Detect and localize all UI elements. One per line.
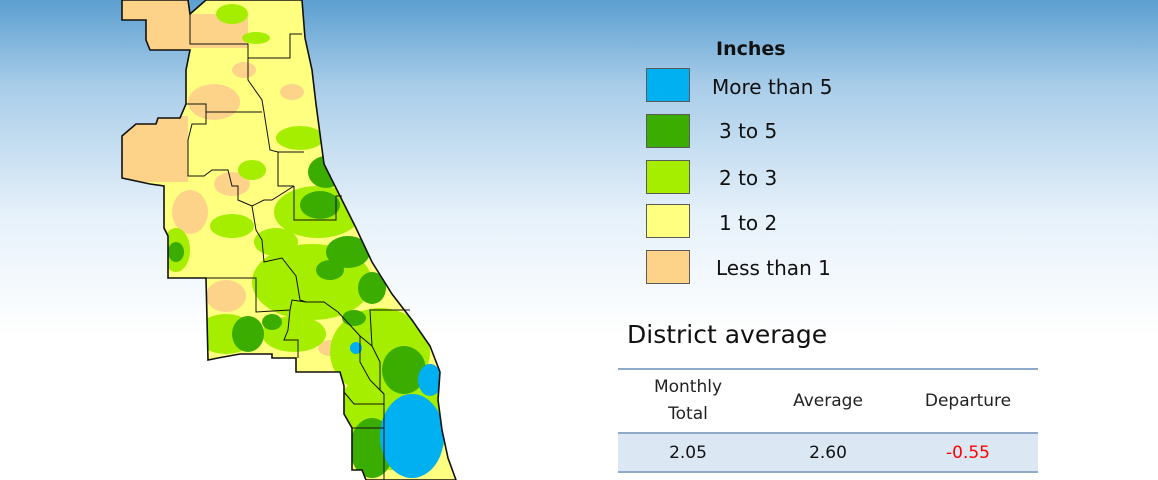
legend-swatch-3-to-5 (646, 114, 690, 148)
legend-label-3-to-5: 3 to 5 (719, 119, 778, 143)
cell-average: 2.60 (809, 442, 847, 463)
header-average: Average (793, 390, 863, 411)
cell-departure: -0.55 (946, 442, 990, 463)
district-average-title: District average (627, 320, 828, 349)
legend-swatch-more-than-5 (646, 68, 690, 102)
header-monthly-total: Monthly Total (653, 377, 723, 424)
header-departure: Departure (924, 390, 1012, 411)
legend-label-1-to-2: 1 to 2 (719, 211, 778, 235)
cell-monthly-total: 2.05 (669, 442, 707, 463)
legend-title: Inches (716, 38, 786, 60)
legend-label-2-to-3: 2 to 3 (719, 166, 778, 190)
legend-swatch-2-to-3 (646, 160, 690, 194)
table-top-rule (618, 368, 1038, 370)
legend-swatch-less-than-1 (646, 250, 690, 284)
legend-swatch-1-to-2 (646, 204, 690, 238)
table-header-rule (618, 432, 1038, 434)
table-bottom-rule (618, 471, 1038, 473)
table-row (618, 434, 1038, 471)
legend-label-less-than-1: Less than 1 (716, 256, 831, 280)
legend-label-more-than-5: More than 5 (712, 75, 833, 99)
rainfall-map (121, 0, 457, 480)
